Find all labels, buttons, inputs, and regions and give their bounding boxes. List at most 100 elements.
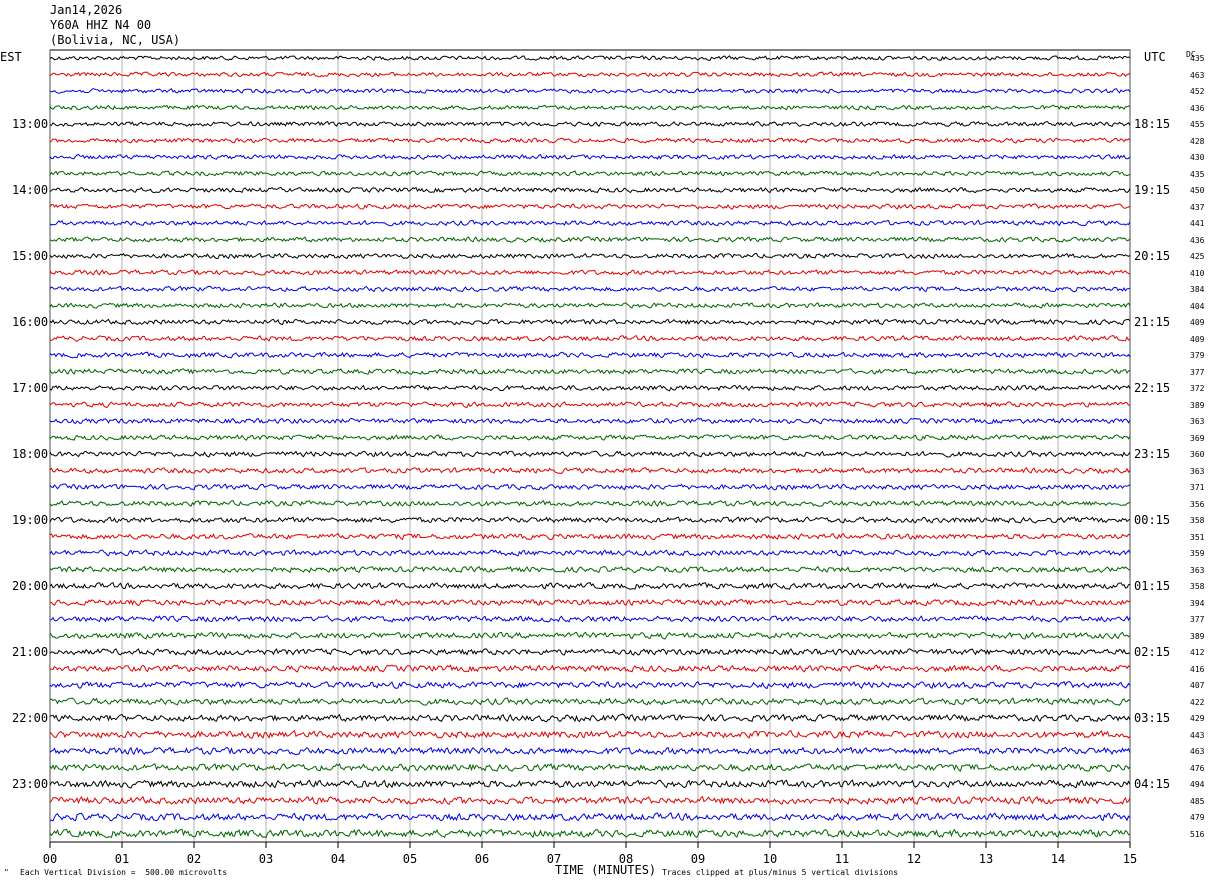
seismic-trace-9 (49, 186, 1131, 194)
seismic-trace-11 (49, 219, 1131, 227)
x-tick-label-13: 13 (978, 852, 994, 866)
dc-value-label-28: 356 (1190, 499, 1205, 509)
x-tick-label-15: 15 (1122, 852, 1138, 866)
plot-frame (49, 49, 1131, 843)
seismic-trace-16 (49, 302, 1131, 309)
seismic-trace-22 (49, 401, 1131, 408)
seismic-trace-41 (49, 713, 1131, 723)
dc-value-label-7: 430 (1190, 153, 1205, 162)
seismic-trace-21 (49, 384, 1131, 392)
seismic-trace-38 (49, 664, 1131, 673)
right-hour-label-0115: 01:15 (1134, 579, 1171, 593)
seismic-trace-27 (49, 483, 1131, 491)
dc-value-label-23: 363 (1190, 417, 1205, 426)
dc-value-label-5: 455 (1190, 120, 1205, 129)
seismic-trace-34 (50, 598, 1131, 607)
dc-value-label-27: 371 (1190, 483, 1205, 492)
seismic-trace-36 (49, 631, 1131, 640)
dc-value-label-16: 404 (1190, 301, 1205, 311)
seismic-trace-25 (49, 450, 1131, 458)
dc-value-label-14: 410 (1190, 268, 1205, 278)
seismic-trace-4 (49, 104, 1131, 111)
dc-value-label-2: 463 (1190, 70, 1205, 80)
x-tick-label-06: 06 (474, 852, 490, 866)
dc-value-label-33: 358 (1190, 582, 1205, 591)
header-station: Y60A HHZ N4 00 (50, 18, 152, 32)
right-hour-label-0015: 00:15 (1134, 513, 1171, 527)
dc-value-label-45: 494 (1190, 780, 1205, 789)
seismic-trace-7 (49, 153, 1131, 160)
dc-value-label-48: 516 (1190, 829, 1205, 839)
right-timezone-label: UTC (1144, 50, 1166, 64)
seismic-trace-42 (49, 729, 1131, 739)
left-hour-label-2300: 23:00 (12, 777, 49, 791)
left-hour-label-1300: 13:00 (12, 117, 49, 131)
dc-value-label-17: 409 (1190, 318, 1205, 327)
seismic-trace-35 (49, 615, 1131, 623)
dc-value-label-18: 409 (1190, 334, 1205, 344)
x-axis-label: TIME (MINUTES) (555, 863, 657, 877)
dc-value-label-25: 360 (1190, 450, 1205, 459)
dc-value-label-4: 436 (1190, 103, 1205, 113)
dc-value-label-35: 377 (1190, 615, 1205, 624)
dc-value-label-31: 359 (1190, 549, 1205, 558)
dc-value-label-46: 485 (1190, 796, 1205, 806)
x-tick-label-09: 09 (690, 852, 706, 866)
right-hour-label-1915: 19:15 (1134, 183, 1171, 197)
dc-value-label-12: 436 (1190, 235, 1205, 245)
dc-value-label-30: 351 (1190, 532, 1205, 542)
left-hour-label-1400: 14:00 (12, 183, 49, 197)
dc-value-label-39: 407 (1190, 681, 1205, 690)
left-hour-label-1600: 16:00 (12, 315, 49, 329)
dc-value-label-15: 384 (1190, 285, 1205, 294)
dc-value-label-43: 463 (1190, 747, 1205, 756)
header-date: Jan14,2026 (50, 3, 123, 17)
dc-value-label-38: 416 (1190, 664, 1205, 674)
left-hour-label-1500: 15:00 (12, 249, 49, 263)
seismic-trace-19 (49, 351, 1131, 359)
x-tick-label-10: 10 (762, 852, 778, 866)
dc-value-label-20: 377 (1190, 367, 1205, 377)
dc-value-label-42: 443 (1190, 730, 1205, 740)
x-tick-label-11: 11 (834, 852, 850, 866)
dc-value-label-41: 429 (1190, 714, 1205, 723)
seismic-trace-24 (49, 434, 1131, 441)
seismic-trace-30 (49, 532, 1131, 541)
seismic-trace-10 (49, 203, 1131, 210)
left-hour-label-2000: 20:00 (12, 579, 49, 593)
header-location: (Bolivia, NC, USA) (50, 33, 181, 47)
seismic-trace-26 (49, 467, 1131, 475)
right-hour-label-1815: 18:15 (1134, 117, 1171, 131)
x-tick-label-00: 00 (42, 852, 58, 866)
right-hour-label-0215: 02:15 (1134, 645, 1171, 659)
left-hour-label-2200: 22:00 (12, 711, 49, 725)
dc-value-label-3: 452 (1190, 87, 1205, 96)
seismic-trace-14 (49, 269, 1131, 276)
dc-value-label-19: 379 (1190, 351, 1205, 360)
seismic-trace-17 (49, 318, 1131, 326)
seismic-trace-20 (49, 368, 1131, 375)
seismic-trace-39 (49, 681, 1131, 690)
footer-scale-note: Each Vertical Division = 500.00 microvol… (20, 868, 228, 877)
seismic-trace-33 (49, 582, 1131, 590)
seismic-trace-32 (49, 565, 1131, 574)
seismic-trace-3 (50, 88, 1131, 94)
seismic-trace-37 (49, 648, 1131, 656)
dc-value-label-24: 369 (1190, 433, 1205, 443)
left-hour-label-1900: 19:00 (12, 513, 49, 527)
dc-value-label-10: 437 (1190, 202, 1205, 212)
seismic-trace-13 (49, 252, 1131, 260)
dc-value-label-26: 363 (1190, 466, 1205, 476)
seismic-trace-47 (49, 812, 1131, 822)
x-tick-label-14: 14 (1050, 852, 1066, 866)
seismic-trace-28 (49, 500, 1131, 507)
dc-value-label-32: 363 (1190, 565, 1205, 575)
seismic-trace-46 (49, 795, 1131, 806)
seismic-trace-48 (49, 828, 1131, 839)
seismic-trace-29 (49, 516, 1131, 524)
seismic-trace-31 (49, 549, 1131, 557)
left-timezone-label: EST (0, 50, 22, 64)
footer-clip-note: Traces clipped at plus/minus 5 vertical … (662, 868, 899, 877)
dc-value-label-21: 372 (1190, 384, 1205, 393)
